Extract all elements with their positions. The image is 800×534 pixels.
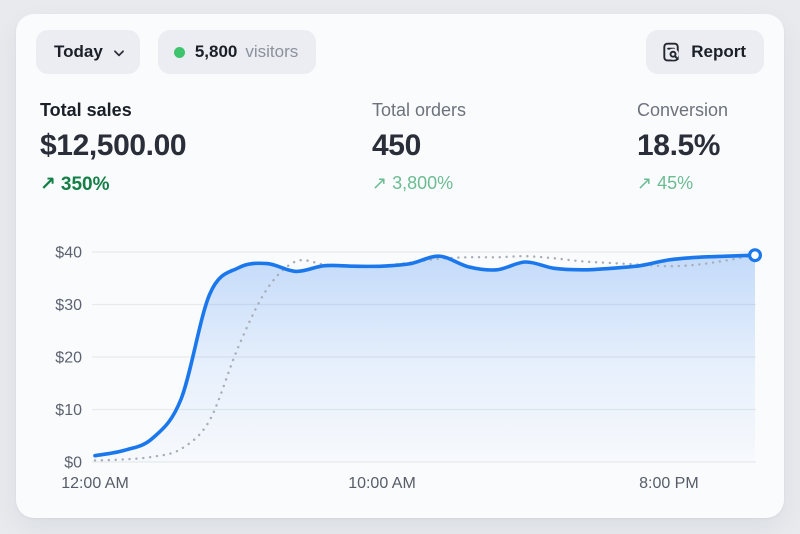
- metric-change: ↗ 3,800%: [372, 173, 637, 194]
- metric-label: Total sales: [40, 100, 132, 120]
- metric-value: 450: [372, 129, 421, 162]
- report-icon: [663, 42, 680, 61]
- today-line: [93, 253, 757, 458]
- analytics-card: Today 5,800 visitors Report: [16, 14, 784, 518]
- visitors-badge[interactable]: 5,800 visitors: [157, 30, 317, 74]
- area-fill: [95, 255, 755, 462]
- live-dot-icon: [173, 46, 185, 58]
- metric-total-sales[interactable]: Total sales $12,500.00 ↗ 350%: [40, 98, 372, 196]
- metric-value: $12,500.00: [40, 129, 187, 162]
- y-tick-label: $40: [55, 245, 82, 262]
- x-tick-label: 12:00 AM: [61, 475, 129, 492]
- metric-change: ↗ 45%: [637, 173, 768, 194]
- end-marker-icon: [747, 248, 762, 263]
- metric-conversion[interactable]: Conversion 18.5% ↗ 45%: [637, 98, 768, 194]
- metric-change: ↗ 350%: [40, 173, 372, 196]
- metric-total-orders[interactable]: Total orders 450 ↗ 3,800%: [372, 98, 637, 194]
- y-tick-label: $10: [55, 402, 82, 419]
- visitors-count: 5,800: [194, 42, 238, 61]
- y-tick-label: $0: [64, 455, 82, 472]
- period-selector-label: Today: [54, 42, 103, 61]
- visitors-label: visitors: [245, 42, 299, 61]
- metrics-row: Total sales $12,500.00 ↗ 350% Total orde…: [40, 98, 768, 196]
- x-tick-label: 10:00 AM: [348, 475, 416, 492]
- metric-change-value: 45%: [657, 173, 694, 193]
- metric-label: Conversion: [637, 100, 729, 120]
- period-selector[interactable]: Today: [36, 30, 140, 74]
- metric-change-value: 350%: [60, 173, 110, 195]
- x-tick-label: 8:00 PM: [639, 475, 699, 492]
- y-tick-label: $20: [55, 350, 82, 367]
- trend-up-icon: ↗: [40, 174, 56, 195]
- y-tick-label: $30: [55, 297, 82, 314]
- metric-change-value: 3,800%: [392, 173, 454, 193]
- metric-label: Total orders: [372, 100, 467, 120]
- sales-chart[interactable]: $0 $10 $20 $30 $40 12:00 AM 10:00 AM 8:00 PM: [16, 230, 784, 508]
- report-button[interactable]: Report: [646, 30, 764, 74]
- card-header: Today 5,800 visitors Report: [36, 30, 764, 74]
- report-button-label: Report: [691, 42, 746, 61]
- trend-up-icon: ↗: [372, 173, 388, 193]
- chevron-down-icon: [113, 50, 124, 57]
- metric-value: 18.5%: [637, 129, 721, 162]
- trend-up-icon: ↗: [637, 173, 653, 193]
